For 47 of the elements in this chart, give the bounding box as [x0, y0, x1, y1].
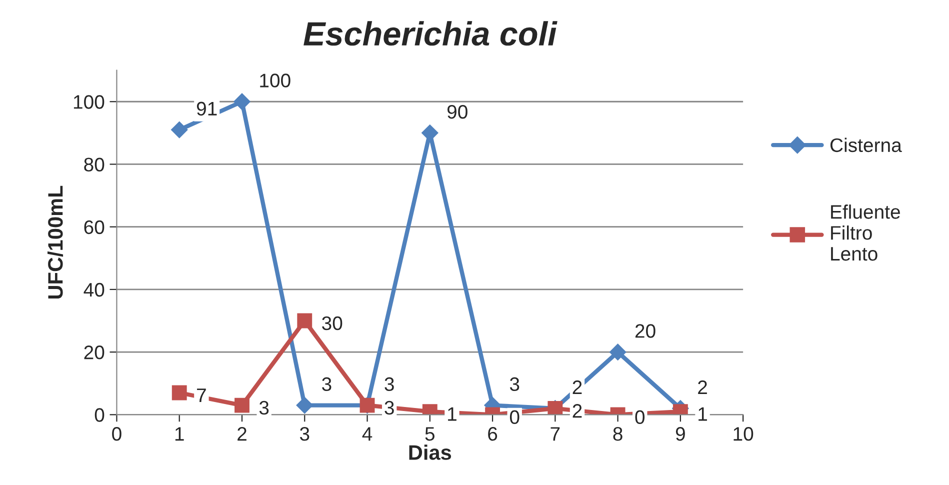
x-tick-label: 4	[362, 427, 372, 441]
chart-title: Escherichia coli	[304, 21, 558, 46]
point	[296, 396, 314, 414]
point	[170, 121, 188, 138]
y-axis-title: UFC/100mL	[48, 186, 64, 299]
legend-label: Efluente Filtro Lento	[831, 204, 900, 261]
x-tick-label: 9	[676, 426, 685, 441]
x-tick-label: 8	[613, 426, 622, 441]
x-tick-label: 0	[112, 426, 122, 441]
x-tick-label: 3	[300, 426, 310, 441]
x-tick-label: 7	[550, 427, 560, 441]
data-label: 20	[635, 324, 656, 338]
data-label: 2	[572, 404, 582, 418]
x-tick-label: 2	[238, 426, 246, 441]
point	[172, 385, 187, 400]
data-label: 1	[698, 407, 707, 421]
y-tick-label: 60	[84, 220, 104, 234]
data-label: 2	[698, 380, 707, 394]
y-tick-label: 80	[84, 158, 104, 172]
point	[234, 93, 250, 110]
x-tick-label: 1	[175, 427, 184, 441]
data-label: 0	[635, 410, 645, 424]
data-label: 0	[510, 410, 520, 424]
y-tick-label: 100	[74, 95, 104, 109]
y-tick-label: 40	[84, 282, 104, 297]
data-label: 91	[196, 102, 217, 116]
data-label: 100	[260, 74, 290, 88]
data-label: 90	[447, 104, 468, 119]
x-tick-label: 6	[488, 426, 498, 441]
data-label: 30	[322, 316, 342, 330]
data-label: 3	[384, 400, 394, 415]
data-label: 7	[197, 388, 206, 402]
x-tick-label: 5	[425, 427, 434, 441]
point	[234, 398, 250, 413]
point	[297, 313, 312, 328]
x-axis-title: Dias	[409, 444, 452, 460]
y-tick-label: 20	[84, 346, 104, 360]
data-label: 3	[322, 377, 332, 392]
data-label: 3	[510, 377, 520, 392]
data-label: 1	[448, 407, 456, 421]
data-label: 3	[259, 400, 269, 415]
point	[609, 344, 626, 360]
data-label: 2	[572, 380, 582, 394]
legend-label: Cisterna	[830, 138, 902, 152]
data-label: 3	[384, 377, 394, 392]
x-tick-label: 10	[734, 426, 754, 441]
y-tick-label: 0	[94, 408, 104, 422]
